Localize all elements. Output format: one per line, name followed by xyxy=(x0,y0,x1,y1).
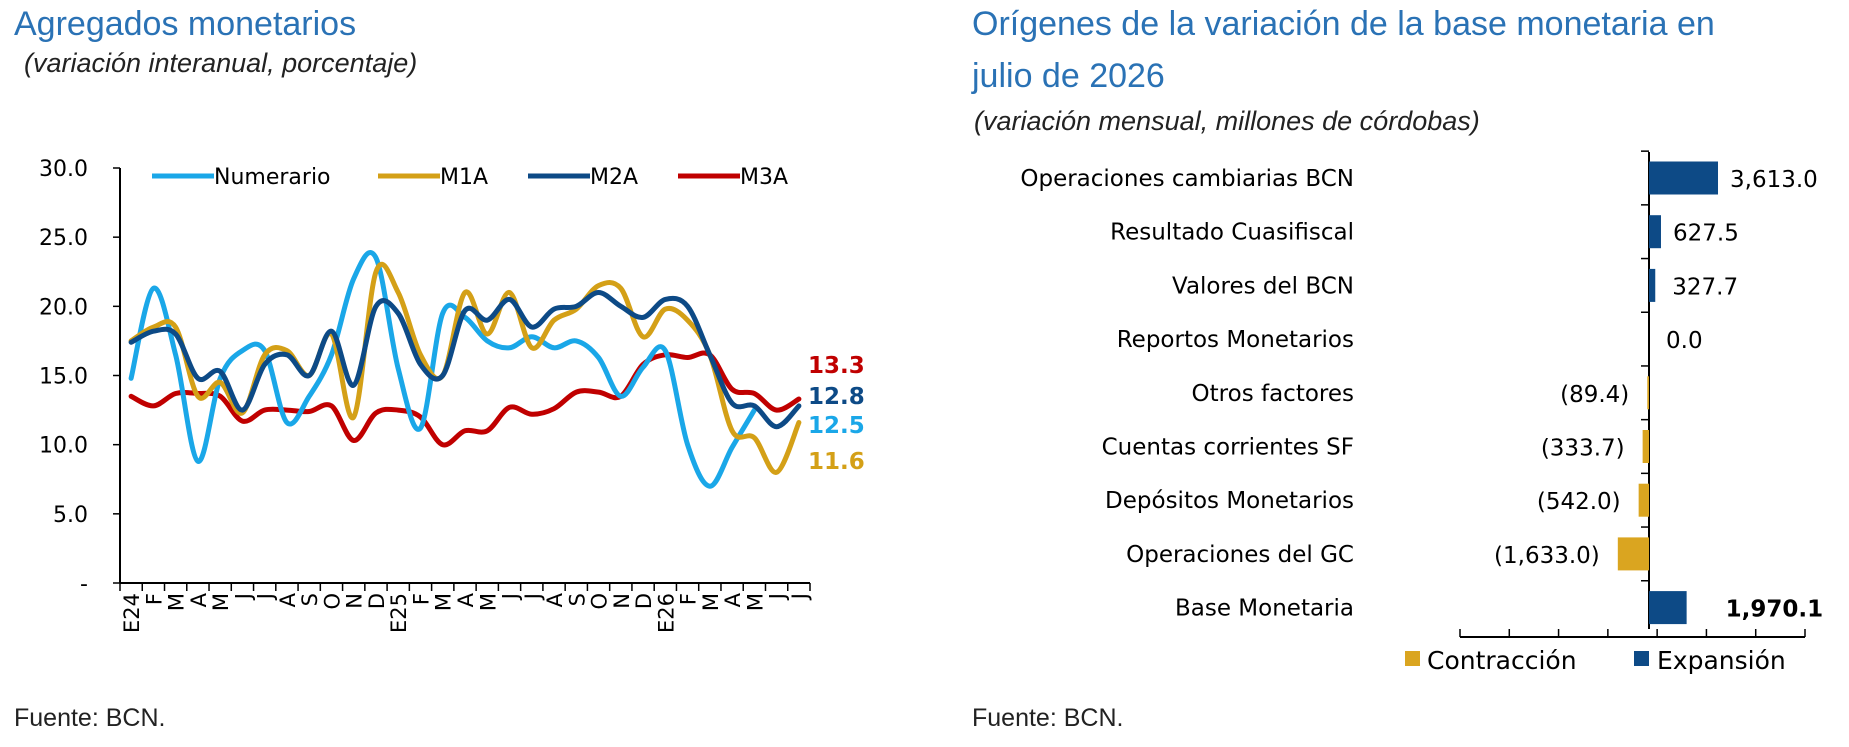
x-tick-label: A xyxy=(187,592,211,607)
bar-category-label: Reportos Monetarios xyxy=(1117,327,1354,353)
legend-swatch-contraccion xyxy=(1405,651,1420,666)
end-label-numerario: 12.5 xyxy=(808,413,865,439)
y-tick-label: 20.0 xyxy=(39,295,88,320)
bar-category-label: Operaciones del GC xyxy=(1126,542,1354,568)
x-tick-label: M xyxy=(743,593,767,611)
bar-value-label: (89.4) xyxy=(1560,382,1629,408)
bar xyxy=(1649,215,1661,249)
x-tick-label: N xyxy=(610,593,634,609)
bar xyxy=(1642,430,1649,463)
x-tick-label: A xyxy=(543,592,567,607)
x-tick-label: F xyxy=(142,593,166,605)
legend-label-expansion: Expansión xyxy=(1657,646,1786,675)
bar-category-label: Depósitos Monetarios xyxy=(1105,488,1354,514)
bar xyxy=(1647,376,1649,410)
end-label-m3a: 13.3 xyxy=(808,353,865,379)
x-tick-label: J xyxy=(254,593,278,601)
right-chart-subtitle: (variación mensual, millones de córdobas… xyxy=(974,106,1480,136)
y-tick-label: 30.0 xyxy=(39,157,88,182)
x-tick-label: S xyxy=(298,593,322,606)
end-label-m2a: 12.8 xyxy=(808,384,865,410)
y-tick-label: - xyxy=(80,572,88,597)
bar-value-label: 3,613.0 xyxy=(1730,167,1818,193)
x-tick-label: D xyxy=(632,593,656,609)
bar-category-label: Base Monetaria xyxy=(1175,596,1354,622)
right-chart-title-line1: Orígenes de la variación de la base mone… xyxy=(972,5,1715,43)
x-tick-label: A xyxy=(276,592,300,607)
right-chart-title-line2: julio de 2026 xyxy=(972,57,1165,95)
bar xyxy=(1649,591,1687,625)
x-tick-label: M xyxy=(165,593,189,611)
legend-label-m2a: M2A xyxy=(590,165,638,190)
x-tick-label: E25 xyxy=(387,593,411,633)
x-tick-label: E24 xyxy=(120,593,144,633)
bar-category-label: Valores del BCN xyxy=(1172,273,1354,299)
series-line-m2a xyxy=(128,290,802,430)
bar-value-label: (1,633.0) xyxy=(1494,543,1600,569)
y-tick-label: 15.0 xyxy=(39,365,88,390)
x-tick-label: E26 xyxy=(654,593,678,633)
x-tick-label: A xyxy=(721,592,745,607)
bar-category-label: Cuentas corrientes SF xyxy=(1102,435,1354,461)
bar-value-label: 327.7 xyxy=(1672,274,1738,300)
bar-category-label: Operaciones cambiarias BCN xyxy=(1020,166,1354,192)
bar-value-label: (542.0) xyxy=(1537,489,1621,515)
x-tick-label: A xyxy=(454,592,478,607)
legend-label-numerario: Numerario xyxy=(214,165,331,190)
left-chart-subtitle: (variación interanual, porcentaje) xyxy=(24,48,418,78)
series-line-m3a xyxy=(128,350,802,448)
y-tick-label: 25.0 xyxy=(39,226,88,251)
right-source-note: Fuente: BCN. xyxy=(972,704,1124,732)
x-tick-label: M xyxy=(209,593,233,611)
x-tick-label: F xyxy=(677,593,701,605)
bar-value-label: 0.0 xyxy=(1666,328,1703,354)
x-tick-label: D xyxy=(365,593,389,609)
bar-chart: Operaciones cambiarias BCN 3,613.0 Resulta… xyxy=(1020,150,1824,675)
legend-label-m3a: M3A xyxy=(740,165,788,190)
bar-category-label: Otros factores xyxy=(1192,381,1354,407)
bar-category-label: Resultado Cuasifiscal xyxy=(1110,220,1354,246)
bar-value-label: (333.7) xyxy=(1541,436,1625,462)
x-tick-label: N xyxy=(343,593,367,609)
x-tick-label: J xyxy=(788,593,812,601)
bar-value-label: 1,970.1 xyxy=(1726,597,1824,623)
x-tick-label: J xyxy=(499,593,523,601)
bar xyxy=(1638,483,1649,517)
left-source-note: Fuente: BCN. xyxy=(14,704,166,732)
bar xyxy=(1649,161,1719,195)
bar-value-label: 627.5 xyxy=(1673,221,1739,247)
legend-label-contraccion: Contracción xyxy=(1427,646,1577,675)
x-tick-label: S xyxy=(565,593,589,606)
x-tick-label: J xyxy=(231,593,255,601)
x-tick-label: M xyxy=(432,593,456,611)
legend-label-m1a: M1A xyxy=(440,165,488,190)
bar xyxy=(1649,268,1656,302)
y-tick-label: 5.0 xyxy=(53,503,88,528)
x-tick-label: O xyxy=(588,593,612,610)
x-tick-label: O xyxy=(320,593,344,610)
legend-swatch-expansion xyxy=(1634,651,1649,666)
left-chart-title: Agregados monetarios xyxy=(14,5,357,43)
x-tick-label: F xyxy=(409,593,433,605)
line-chart: 30.025.020.015.010.05.0-E24FMAMJJASONDE2… xyxy=(39,157,865,633)
bar xyxy=(1617,537,1649,571)
x-tick-label: M xyxy=(699,593,723,611)
x-tick-label: J xyxy=(766,593,790,601)
x-tick-label: M xyxy=(476,593,500,611)
series-line-m1a xyxy=(128,261,802,475)
y-tick-label: 10.0 xyxy=(39,434,88,459)
x-tick-label: J xyxy=(521,593,545,601)
end-label-m1a: 11.6 xyxy=(808,449,865,475)
